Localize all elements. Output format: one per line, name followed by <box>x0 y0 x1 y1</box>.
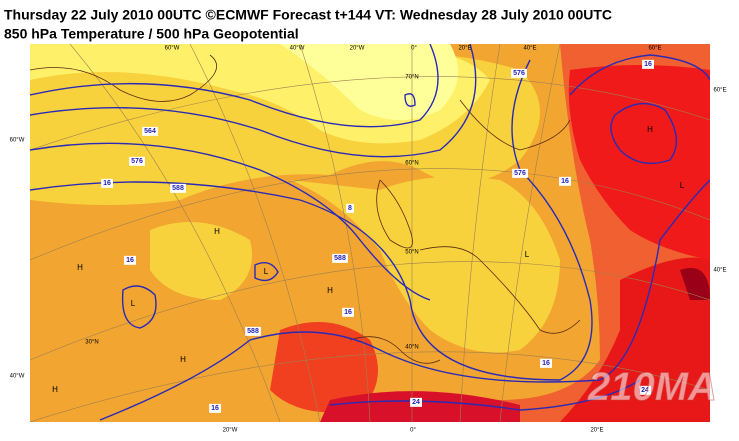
graticule-labels: 60°W 40°W 20°W 0° 20°E 40°E 60°E 60°E 60… <box>10 46 727 434</box>
contour-label-box <box>245 326 261 336</box>
pressure-center: L <box>680 181 685 190</box>
contour-label-box <box>332 253 348 263</box>
graticule-label: 20°E <box>458 46 471 52</box>
contour-label: 24 <box>412 399 420 406</box>
contour-label: 8 <box>348 205 352 212</box>
pressure-center: L <box>264 267 269 276</box>
contour-label: 588 <box>334 255 346 262</box>
graticule-label: 60°W <box>165 46 180 52</box>
contour-label-box <box>209 403 221 413</box>
pressure-center: H <box>327 286 333 295</box>
pressure-center: H <box>77 263 83 272</box>
graticule-label: 60°N <box>405 161 418 167</box>
graticule-label: 40°N <box>405 345 418 351</box>
contour-label-box <box>410 397 422 407</box>
contour-labels: 564 576 588 576 588 16 16 16 16 16 16 16… <box>101 59 654 413</box>
header-line-2: 850 hPa Temperature / 500 hPa Geopotenti… <box>4 26 299 42</box>
graticule-label: 60°E <box>713 88 726 94</box>
graticule-label: 30°N <box>85 340 98 346</box>
pressure-center: L <box>131 299 136 308</box>
contour-label-box <box>512 168 528 178</box>
graticule-label: 20°W <box>223 428 238 434</box>
map-field <box>30 44 710 422</box>
pressure-centers: H H H H H H L L L L <box>52 125 685 394</box>
contour-label: 16 <box>103 180 111 187</box>
graticule-label: 40°W <box>290 46 305 52</box>
pressure-center: H <box>214 227 220 236</box>
contour-label-box <box>540 358 552 368</box>
graticule-label: 70°N <box>405 75 418 81</box>
graticule-label: 50°N <box>405 250 418 256</box>
contour-label-box <box>342 307 354 317</box>
contour-label: 588 <box>247 328 259 335</box>
contour-label: 588 <box>172 185 184 192</box>
graticule-label: 40°E <box>713 268 726 274</box>
contour-label: 16 <box>211 405 219 412</box>
graticule-label: 60°W <box>10 138 25 144</box>
graticule-label: 20°W <box>350 46 365 52</box>
watermark: 210MA <box>587 365 717 409</box>
graticule-label: 0° <box>411 46 417 52</box>
contour-label: 16 <box>561 178 569 185</box>
contour-label-box <box>511 68 527 78</box>
graticule-label: 0° <box>410 428 416 434</box>
contour-label-box <box>101 178 113 188</box>
contour-label: 576 <box>514 170 526 177</box>
pressure-center: H <box>180 355 186 364</box>
pressure-center: H <box>52 385 58 394</box>
graticule-label: 40°W <box>10 374 25 380</box>
contour-label-box <box>142 126 158 136</box>
contour-label: 16 <box>344 309 352 316</box>
graticule-label: 20°E <box>590 428 603 434</box>
contour-label-box <box>559 176 571 186</box>
contour-label-box <box>129 156 145 166</box>
pressure-center: L <box>525 250 530 259</box>
contour-label: 16 <box>126 257 134 264</box>
graticule-label: 60°E <box>648 46 661 52</box>
contour-label-box <box>639 385 651 395</box>
header-line-1: Thursday 22 July 2010 00UTC ©ECMWF Forec… <box>4 7 612 23</box>
contour-label-box <box>642 59 654 69</box>
pressure-center: H <box>647 125 653 134</box>
contour-label: 16 <box>644 61 652 68</box>
graticule-label: 40°E <box>523 46 536 52</box>
contour-label-box <box>124 255 136 265</box>
contour-label: 24 <box>641 387 649 394</box>
contour-label: 576 <box>513 70 525 77</box>
contour-label: 564 <box>144 128 156 135</box>
contour-label-box <box>346 203 355 213</box>
contour-label-box <box>170 183 186 193</box>
contour-label: 576 <box>131 158 143 165</box>
contour-label: 16 <box>542 360 550 367</box>
